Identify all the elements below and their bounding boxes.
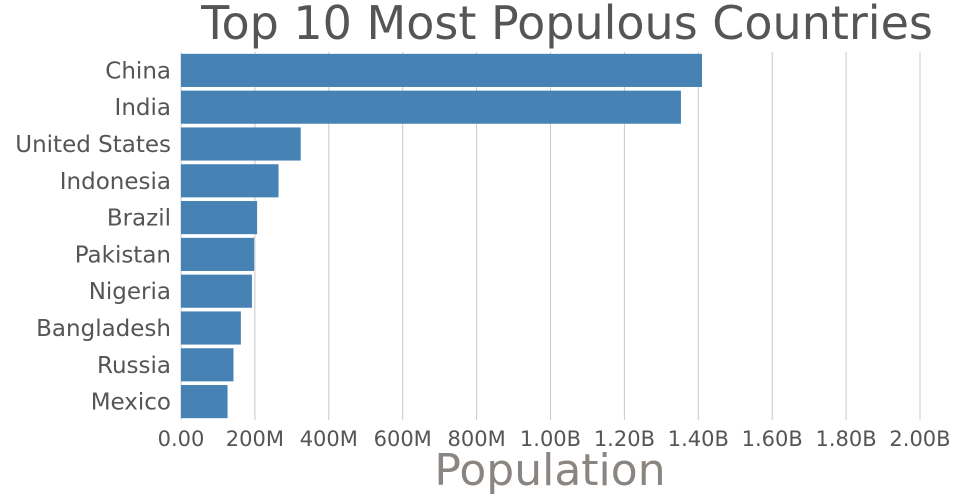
x-tick-label: 1.60B — [742, 427, 803, 451]
bar-bangladesh — [181, 311, 241, 345]
x-tick-label: 1.40B — [668, 427, 729, 451]
x-tick-label: 1.20B — [594, 427, 655, 451]
category-label: China — [105, 58, 171, 84]
x-tick-label: 400M — [300, 427, 358, 451]
category-label: Brazil — [107, 206, 171, 232]
category-label: Indonesia — [60, 169, 171, 195]
bars — [181, 53, 702, 419]
x-tick-label: 200M — [226, 427, 284, 451]
chart-title: Top 10 Most Populous Countries — [200, 0, 933, 50]
x-tick-label: 600M — [374, 427, 432, 451]
x-tick-label: 1.80B — [816, 427, 877, 451]
bar-brazil — [181, 201, 258, 235]
category-label: India — [115, 95, 171, 121]
bar-india — [181, 90, 681, 124]
x-tick-labels: 0.00 200M 400M 600M 800M 1.00B 1.20B 1.40B 1.60B… — [158, 427, 951, 451]
category-label: Bangladesh — [36, 316, 171, 342]
bar-united-states — [181, 127, 301, 161]
category-label: Mexico — [91, 390, 171, 416]
category-label: Nigeria — [89, 279, 171, 305]
bar-mexico — [181, 385, 228, 419]
x-tick-label: 1.00B — [520, 427, 581, 451]
x-axis-title: Population — [434, 445, 665, 496]
bar-nigeria — [181, 274, 252, 308]
bar-russia — [181, 348, 234, 382]
x-tick-label: 2.00B — [889, 427, 950, 451]
x-tick-label: 0.00 — [158, 427, 205, 451]
bar-china — [181, 53, 702, 87]
category-label: United States — [15, 132, 171, 158]
bar-pakistan — [181, 237, 255, 271]
category-label: Pakistan — [75, 242, 171, 268]
x-tick-label: 800M — [447, 427, 505, 451]
category-labels: China India United States Indonesia Brazil Pa… — [15, 58, 171, 415]
category-label: Russia — [97, 353, 171, 379]
bar-indonesia — [181, 164, 279, 198]
